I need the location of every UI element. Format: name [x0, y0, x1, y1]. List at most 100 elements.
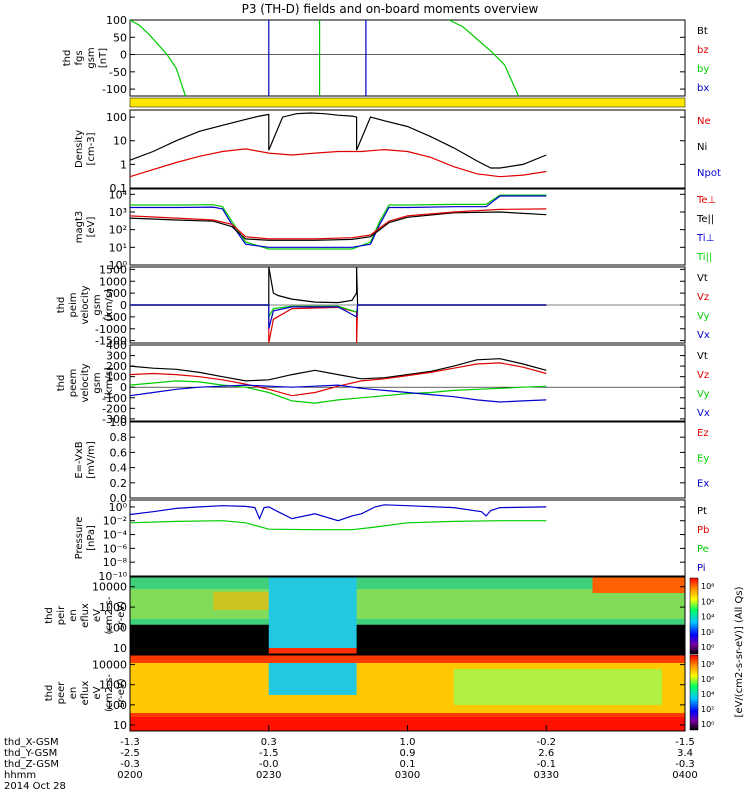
y-tick-label: 10⁻¹⁰: [98, 570, 127, 583]
legend-item: Npot: [697, 168, 721, 179]
y-axis-label-line: (cm2-s-: [104, 674, 115, 712]
legend: Ne Ni Npot: [697, 116, 721, 179]
y-axis-label-line: peer: [56, 681, 67, 705]
x-tick-label: 1.0: [400, 737, 416, 748]
y-axis-label: thd peer en eflux eV (cm2-s-sr-eV): [44, 674, 127, 712]
legend: Bt bz by bx: [697, 26, 709, 94]
y-tick-label: 50: [113, 31, 127, 44]
y-axis-label-line: velocity: [80, 363, 91, 402]
legend-item: bz: [697, 45, 709, 56]
x-tick-label: 0300: [395, 770, 420, 781]
panel-frame: [129, 499, 686, 577]
series-Pi: [129, 504, 547, 522]
x-axis-labels: -1.3-2.5-0.302000.3-1.5-0.002301.00.90.1…: [4, 725, 698, 792]
y-axis-label: thd peir en eflux eV (cm2-s-sr-eV): [44, 596, 127, 634]
spectrogram-peer: [130, 655, 685, 731]
series-Vz: [130, 304, 547, 344]
y-tick-label: 100: [106, 699, 127, 712]
x-tick-label: -0.3: [675, 759, 695, 770]
x-tick-label: -1.3: [120, 737, 140, 748]
x-tick-label: 0.9: [400, 748, 416, 759]
y-tick-label: 0.8: [110, 431, 128, 444]
y-tick-label: 10⁰: [109, 501, 128, 514]
series-Ti⊥: [130, 195, 547, 248]
y-tick-label: -1000: [95, 323, 127, 336]
y-axis-label-line: gsm: [92, 294, 103, 315]
y-axis-label-line: magt3: [74, 211, 85, 244]
colorbar-bottom: [689, 654, 699, 731]
spectrogram-band: [592, 577, 685, 593]
y-tick-label: 300: [106, 350, 127, 363]
y-axis-label-line: [eV]: [86, 217, 97, 238]
y-tick-label: 100: [106, 111, 127, 124]
series-Vy: [129, 380, 547, 404]
panel-frame: [129, 188, 686, 266]
x-row-label: hhmm: [4, 770, 36, 781]
y-axis-label-line: thd: [62, 50, 73, 67]
y-tick-label: -200: [102, 402, 127, 415]
y-tick-label: -300: [102, 413, 127, 426]
y-axis-label-line: sr-eV): [116, 678, 127, 707]
y-tick-label: 10¹: [109, 241, 127, 254]
colorbar-tick-label: 10⁸: [701, 582, 714, 591]
y-ticks: 100 50 0 -50 -100: [102, 14, 685, 96]
legend-item: Ez: [697, 428, 709, 439]
x-tick-label: 0230: [256, 770, 281, 781]
y-axis-label-line: peem: [68, 369, 79, 397]
y-tick-label: 10⁻⁴: [103, 529, 128, 542]
legend-item: Pi: [697, 563, 706, 574]
legend-item: Ti||: [696, 252, 712, 263]
spectrogram-band: [268, 577, 357, 648]
legend-item: bx: [697, 83, 709, 94]
x-tick-label: 0400: [672, 770, 697, 781]
x-tick-label: 0.3: [261, 737, 277, 748]
y-tick-label: 10⁻⁸: [103, 556, 128, 569]
y-axis-label-line: [nT]: [98, 48, 109, 68]
panel-frame: [129, 109, 686, 189]
y-tick-label: 10⁰: [109, 259, 128, 272]
spectrogram-band: [213, 592, 269, 610]
x-tick-label: 2.6: [538, 748, 554, 759]
series-Ne: [129, 148, 547, 178]
y-tick-label: 100: [106, 621, 127, 634]
x-row-label: thd_Y-GSM: [4, 748, 57, 759]
legend-item: Vx: [697, 330, 710, 341]
legend-item: Ne: [697, 116, 711, 127]
series-Te⊥: [129, 208, 547, 240]
y-tick-label: -500: [102, 311, 127, 324]
x-tick-label: -0.1: [536, 759, 556, 770]
y-tick-label: 0: [120, 49, 127, 62]
y-ticks: 10000 1000 100 10: [92, 581, 685, 655]
spectrogram-band: [268, 648, 357, 654]
colorbar: 10⁸ 10⁶ 10⁴ 10² 10⁰ 10⁸ 10⁶ 10⁴ 10² 10⁰ [eV/(cm2-…: [689, 577, 745, 731]
y-axis-label: magt3 [eV]: [74, 211, 97, 244]
y-tick-label: 1: [120, 158, 127, 171]
y-axis-label-line: velocity: [80, 285, 91, 324]
y-axis-label-line: [nPa]: [86, 525, 97, 551]
panel-frame: [129, 421, 686, 499]
y-axis-label-line: thd: [56, 297, 67, 314]
x-tick-label: -1.5: [259, 748, 279, 759]
y-tick-label: 0.0: [110, 492, 128, 505]
y-axis-label-line: thd: [44, 607, 55, 624]
series-by: [448, 19, 520, 97]
y-tick-label: -1500: [95, 335, 127, 348]
colorbar-tick-label: 10⁴: [701, 613, 714, 622]
legend-item: Ti⊥: [696, 233, 714, 244]
y-tick-label: 0: [120, 299, 127, 312]
panel-efield: 1.0 0.8 0.6 0.4 0.2 0.0 E=-VxB [mV/m] Ez Ey Ex: [74, 416, 709, 505]
y-tick-label: 1000: [99, 679, 127, 692]
y-ticks: 1.0 0.8 0.6 0.4 0.2 0.0: [110, 416, 685, 505]
y-tick-label: 0.1: [110, 182, 128, 195]
legend-item: Ex: [697, 479, 709, 490]
series-Vt: [129, 358, 547, 382]
colorbar-tick-label: 10⁴: [701, 690, 714, 699]
y-axis-label: E=-VxB [mV/m]: [74, 441, 97, 479]
legend-item: Vz: [697, 292, 709, 303]
y-ticks: 10⁴ 10³ 10² 10¹ 10⁰: [109, 188, 685, 272]
y-axis-label-line: gsm: [92, 372, 103, 393]
x-tick-label: -0.2: [536, 737, 556, 748]
